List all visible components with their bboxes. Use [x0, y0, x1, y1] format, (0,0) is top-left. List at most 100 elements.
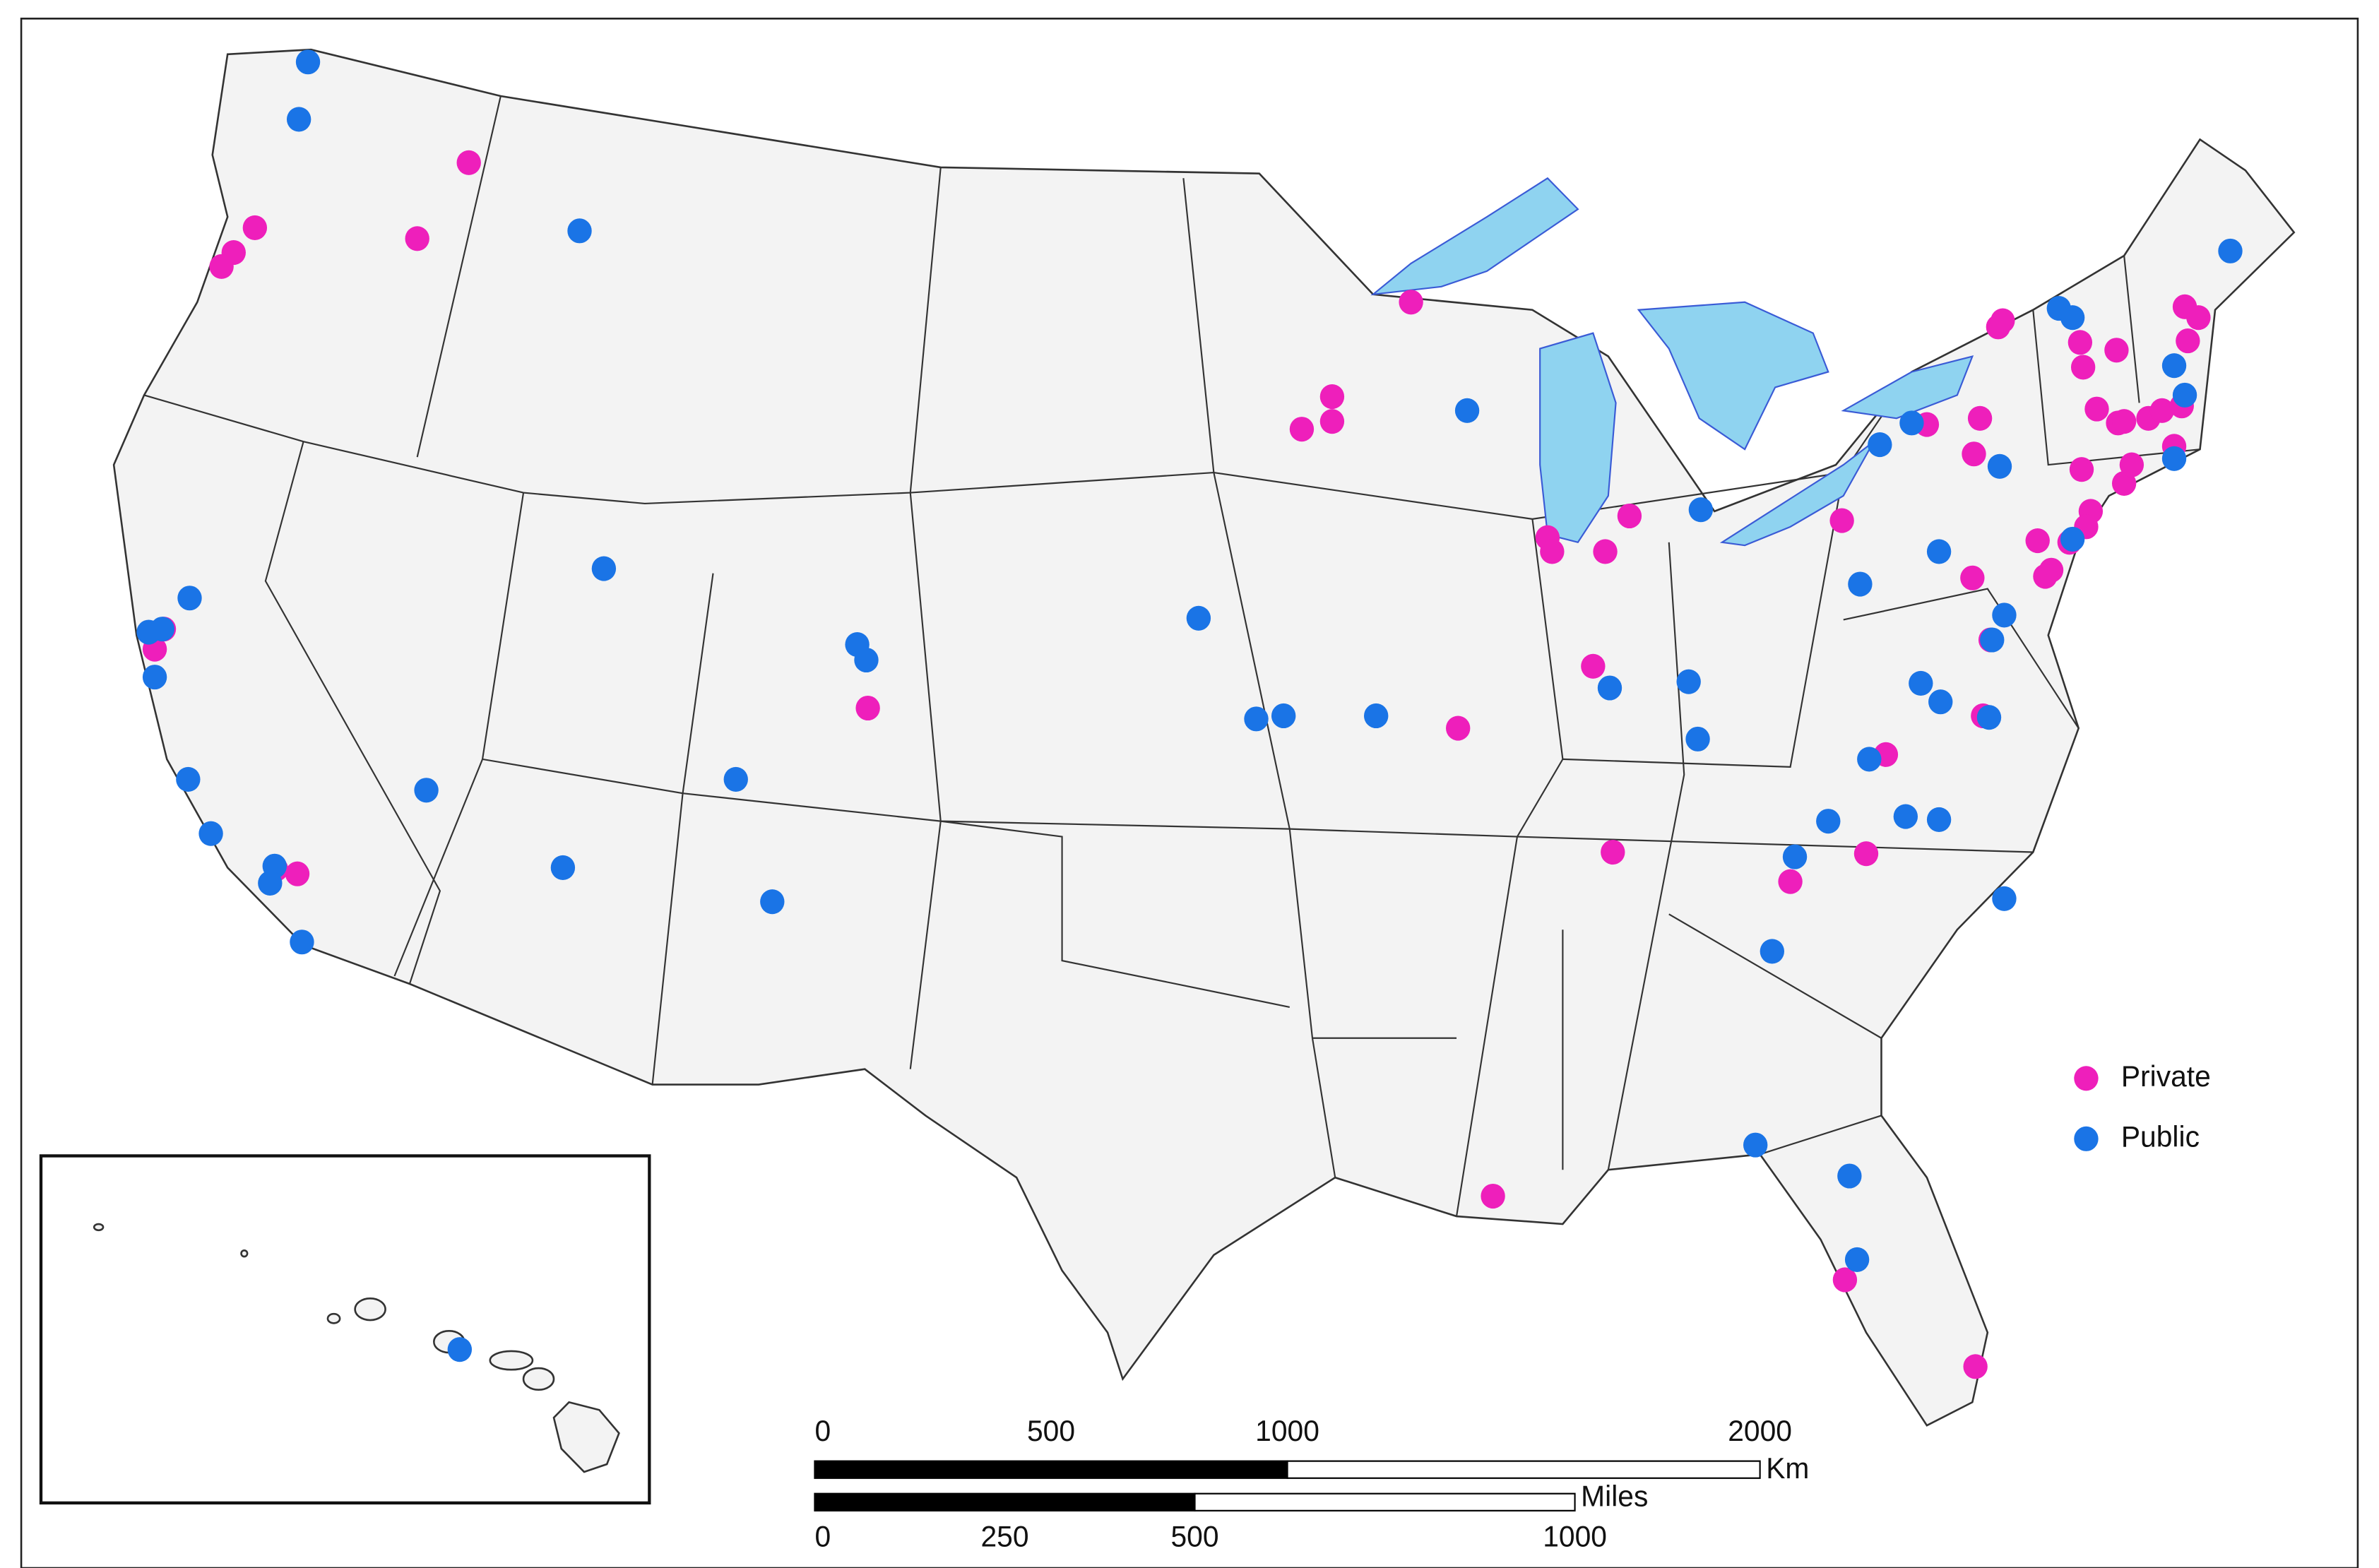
- site-dot: [1837, 1163, 1862, 1189]
- site-dot: [290, 929, 314, 955]
- scale-tick-label: 0: [814, 1415, 831, 1447]
- site-dot: [1685, 726, 1710, 752]
- site-dot: [456, 150, 481, 175]
- scale-bar-white: [1286, 1460, 1761, 1479]
- site-dot: [2025, 528, 2050, 554]
- site-dot: [1319, 409, 1345, 434]
- site-dot: [1186, 605, 1211, 631]
- site-dot: [1868, 432, 1892, 458]
- legend-label: Private: [2121, 1059, 2211, 1092]
- site-dot: [176, 766, 201, 792]
- site-dot: [1688, 497, 1714, 523]
- site-dot: [1980, 627, 2005, 653]
- site-dot: [1271, 703, 1296, 729]
- site-dot: [855, 695, 880, 721]
- site-dot: [1926, 539, 1952, 564]
- scale-unit: Km: [1766, 1451, 1809, 1484]
- site-dot: [760, 889, 785, 915]
- inset-frame: [39, 1154, 651, 1505]
- legend-swatch: [2074, 1066, 2099, 1091]
- site-dot: [854, 647, 879, 673]
- site-dot: [1319, 384, 1345, 410]
- site-dot: [1782, 844, 1808, 869]
- legend: Private Public: [2074, 1059, 2211, 1153]
- site-dot: [1967, 405, 1993, 431]
- scale-bar-white: [1194, 1492, 1576, 1511]
- site-dot: [1829, 508, 1854, 533]
- site-dot: [1976, 705, 2002, 730]
- site-dot: [2149, 398, 2175, 423]
- scale-bar-black: [814, 1460, 1288, 1479]
- site-dot: [1446, 715, 1471, 741]
- site-dot: [2161, 446, 2187, 471]
- legend-swatch: [2074, 1126, 2099, 1151]
- site-dot: [2070, 355, 2096, 380]
- sites: [136, 49, 2243, 1379]
- site-dot: [2218, 238, 2243, 263]
- site-dot: [447, 1337, 473, 1362]
- site-dot: [1926, 807, 1952, 833]
- site-dot: [1581, 653, 1606, 679]
- site-dot: [1597, 675, 1622, 701]
- site-dot: [1853, 841, 1879, 867]
- site-dot: [1987, 453, 2012, 479]
- site-dot: [1676, 669, 1701, 694]
- site-dot: [1893, 804, 1918, 829]
- site-dot: [209, 254, 234, 279]
- site-dot: [1778, 869, 1803, 894]
- site-dot: [550, 855, 576, 881]
- site-dot: [591, 556, 617, 581]
- site-dot: [150, 617, 175, 642]
- site-dot: [2172, 382, 2197, 408]
- site-dot: [242, 215, 268, 241]
- scale-tick-label: 1000: [1543, 1520, 1607, 1552]
- site-dot: [177, 586, 202, 611]
- site-dot: [285, 861, 310, 886]
- scale-unit: Miles: [1581, 1480, 1648, 1512]
- site-dot: [1928, 689, 1953, 715]
- site-dot: [2111, 409, 2137, 434]
- site-dot: [2119, 452, 2144, 477]
- site-dot: [1399, 290, 1423, 315]
- site-dot: [2161, 353, 2187, 379]
- site-dot: [1848, 571, 1873, 597]
- site-dot: [2084, 396, 2109, 422]
- site-dot: [1617, 503, 1642, 529]
- site-dot: [2104, 338, 2129, 363]
- scale-tick-label: 0: [814, 1520, 831, 1552]
- site-dot: [723, 766, 748, 792]
- site-dot: [1899, 410, 1924, 436]
- site-dot: [1760, 939, 1784, 964]
- site-dot: [295, 49, 321, 75]
- site-dot: [1832, 1267, 1858, 1293]
- site-dot: [1601, 839, 1625, 865]
- site-dot: [1963, 1354, 1988, 1379]
- site-dot: [2069, 457, 2094, 482]
- site-dot: [1962, 441, 1986, 467]
- site-dot: [1991, 308, 2015, 333]
- site-dot: [1960, 565, 1985, 590]
- state-borders: [143, 95, 2200, 1217]
- site-dot: [1844, 1247, 1870, 1273]
- site-dot: [1289, 417, 1315, 442]
- site-dot: [2111, 470, 2137, 496]
- site-dot: [2176, 328, 2200, 354]
- legend-label: Public: [2121, 1120, 2200, 1153]
- site-dot: [2060, 526, 2085, 552]
- site-dot: [258, 870, 283, 896]
- scale-tick-label: 500: [1027, 1415, 1075, 1447]
- site-dot: [2033, 564, 2058, 589]
- site-dot: [1857, 747, 1882, 772]
- scale-tick-label: 2000: [1728, 1415, 1792, 1447]
- site-dot: [414, 778, 439, 803]
- site-dot: [1992, 602, 2017, 628]
- site-dot: [1992, 886, 2017, 911]
- site-dot: [2060, 305, 2085, 331]
- site-dot: [142, 665, 167, 690]
- scale-tick-label: 1000: [1255, 1415, 1319, 1447]
- great-lakes: [1370, 177, 1974, 547]
- scale-bar: 0 500 1000 2000 Km 0 250 500 1000 Miles: [814, 1415, 1809, 1552]
- site-dot: [1593, 539, 1618, 564]
